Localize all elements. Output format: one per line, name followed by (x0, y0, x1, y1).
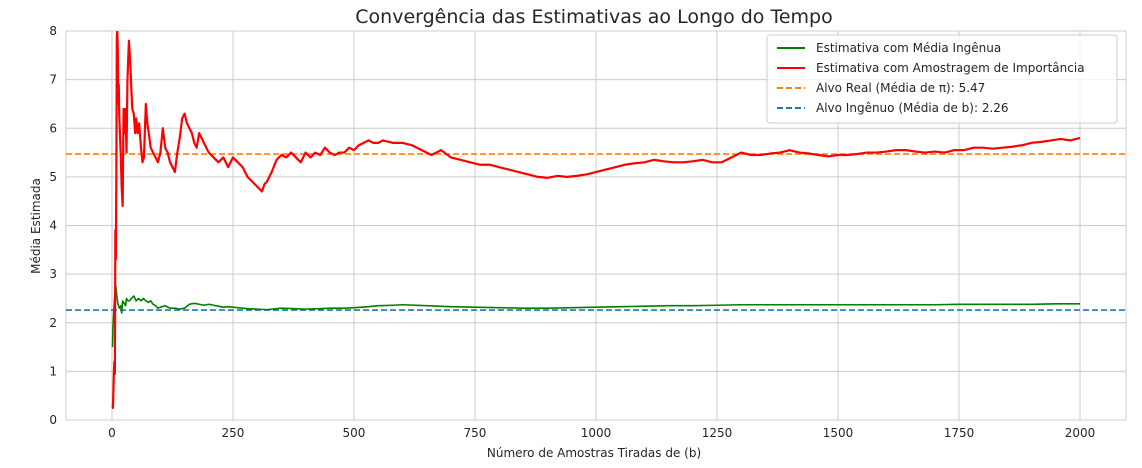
x-axis-ticks: 0 250 500 750 1000 1250 1500 1750 2000 (108, 426, 1095, 440)
legend-label: Alvo Ingênuo (Média de b): 2.26 (816, 101, 1009, 115)
x-tick-label: 1000 (581, 426, 612, 440)
series-line-1 (111, 31, 1081, 409)
y-tick-label: 0 (49, 413, 57, 427)
series-layer (66, 31, 1126, 409)
y-tick-label: 6 (49, 121, 57, 135)
y-tick-label: 1 (49, 364, 57, 378)
y-tick-label: 5 (49, 170, 57, 184)
legend-label: Estimativa com Amostragem de Importância (816, 61, 1085, 75)
legend-label: Alvo Real (Média de π): 5.47 (816, 81, 985, 95)
x-tick-label: 1250 (702, 426, 733, 440)
legend: Estimativa com Média Ingênua Estimativa c… (766, 34, 1118, 124)
x-tick-label: 0 (108, 426, 116, 440)
y-tick-label: 4 (49, 219, 57, 233)
y-tick-label: 7 (49, 73, 57, 87)
x-tick-label: 1500 (823, 426, 854, 440)
y-axis-ticks: 0 1 2 3 4 5 6 7 8 (49, 24, 57, 427)
x-tick-label: 250 (222, 426, 245, 440)
y-tick-label: 2 (49, 316, 57, 330)
x-tick-label: 2000 (1065, 426, 1096, 440)
x-tick-label: 750 (464, 426, 487, 440)
legend-label: Estimativa com Média Ingênua (816, 41, 1001, 55)
legend-box (766, 34, 1118, 124)
chart-title: Convergência das Estimativas ao Longo do… (355, 6, 832, 28)
x-tick-label: 1750 (944, 426, 975, 440)
x-axis-label: Número de Amostras Tiradas de (b) (487, 446, 701, 460)
plot-area (65, 30, 1127, 421)
series-line-0 (111, 285, 1081, 348)
x-tick-label: 500 (343, 426, 366, 440)
y-tick-label: 3 (49, 267, 57, 281)
y-tick-label: 8 (49, 24, 57, 38)
y-axis-label: Média Estimada (29, 178, 43, 274)
